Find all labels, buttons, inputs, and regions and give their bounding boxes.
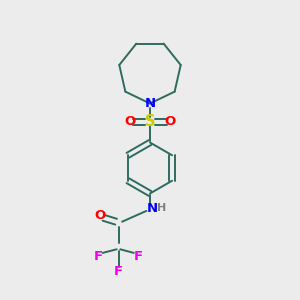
Text: N: N — [144, 97, 156, 110]
Text: O: O — [124, 115, 135, 128]
Text: F: F — [94, 250, 103, 263]
Text: O: O — [94, 209, 105, 222]
Text: S: S — [145, 114, 155, 129]
Text: H: H — [157, 203, 166, 213]
Text: F: F — [114, 265, 123, 278]
Text: O: O — [165, 115, 176, 128]
Text: F: F — [134, 250, 142, 263]
Text: N: N — [147, 202, 158, 215]
